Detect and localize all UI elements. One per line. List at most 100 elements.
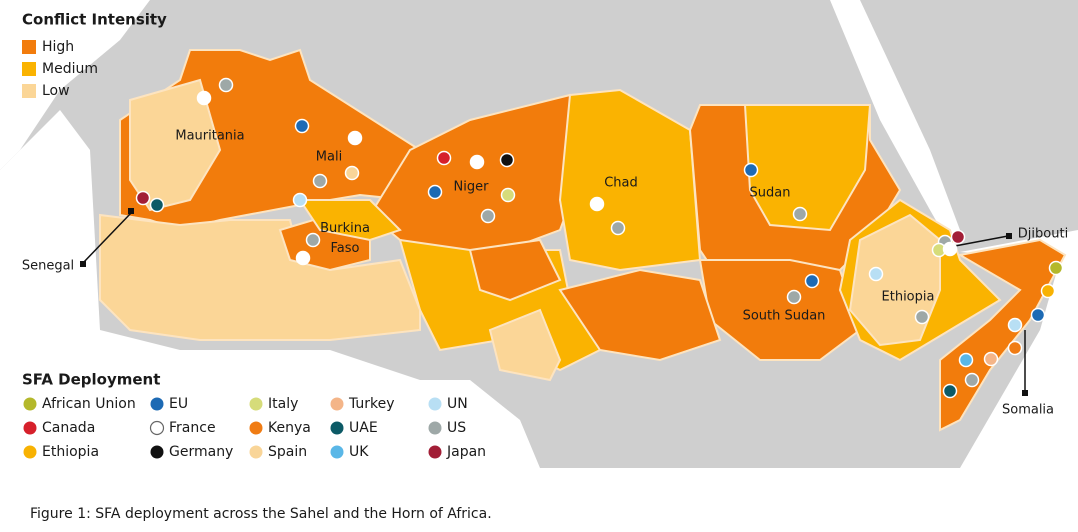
deployment-markers	[135, 77, 1064, 399]
country-label: Chad	[604, 176, 638, 191]
legend-marker	[249, 445, 263, 459]
country-label: South Sudan	[743, 309, 826, 324]
ocean	[0, 110, 540, 468]
legend-swatch	[22, 84, 36, 98]
deployment-marker	[958, 352, 974, 368]
legend-swatch	[22, 40, 36, 54]
country-label: Somalia	[1002, 403, 1054, 418]
regions	[99, 48, 1067, 432]
deployment-marker	[1007, 340, 1023, 356]
legend-marker	[249, 397, 263, 411]
legend-label: UAE	[349, 420, 378, 436]
deployment-marker	[792, 206, 808, 222]
legend-label: Japan	[446, 444, 486, 460]
leader-lines	[81, 211, 1026, 392]
legend-marker	[23, 397, 37, 411]
country-label: Mauritania	[175, 129, 244, 144]
deployment-marker	[786, 289, 802, 305]
legend-marker	[330, 421, 344, 435]
leader-line	[954, 235, 1009, 247]
legend-swatch	[22, 62, 36, 76]
legend-marker	[330, 445, 344, 459]
legend-marker	[249, 421, 263, 435]
deployment-marker	[983, 351, 999, 367]
deployment-marker	[149, 197, 165, 213]
deployment-marker	[305, 232, 321, 248]
region-medium	[743, 104, 872, 232]
deployment-marker	[427, 184, 443, 200]
legend-marker	[428, 397, 442, 411]
deployment-marker	[589, 196, 605, 212]
deployment-marker	[1007, 317, 1023, 333]
legend-label: EU	[169, 396, 188, 412]
region-low	[488, 308, 562, 382]
map-labels: Mauritania Mali Niger Chad Sudan Burkina Faso S…	[22, 129, 1068, 418]
region-medium	[298, 199, 402, 242]
region-high	[558, 268, 722, 362]
deployment-marker	[294, 118, 310, 134]
country-label: Burkina Faso	[320, 221, 370, 256]
legend-marker	[330, 397, 344, 411]
country-label: Senegal	[22, 259, 74, 274]
leader-end	[80, 261, 86, 267]
deployment-marker	[914, 309, 930, 325]
legend-label: France	[169, 420, 216, 436]
legend-label: Ethiopia	[42, 444, 99, 460]
country-label: Djibouti	[1018, 227, 1068, 242]
legend-label: Spain	[268, 444, 307, 460]
legend-marker	[428, 421, 442, 435]
deployment-marker	[942, 383, 958, 399]
region-high	[468, 238, 562, 302]
deployment-marker	[964, 372, 980, 388]
deployment-marker	[1030, 307, 1046, 323]
legend-label: African Union	[42, 396, 136, 412]
leader-ends	[80, 208, 1028, 396]
deployment-marker	[295, 250, 311, 266]
ocean	[960, 230, 1078, 468]
legend-label: UK	[349, 444, 369, 460]
deployment-marker	[950, 229, 966, 245]
leader-end	[1022, 390, 1028, 396]
deployment-marker	[1048, 260, 1064, 276]
legend-label: Kenya	[268, 420, 311, 436]
caption: Figure 1: SFA deployment across the Sahe…	[30, 506, 492, 522]
country-label: Niger	[454, 180, 490, 195]
deployment-marker	[610, 220, 626, 236]
deployment-marker	[499, 152, 515, 168]
leader-end	[1006, 233, 1012, 239]
legend-label: Medium	[42, 61, 98, 77]
deployment-marker	[135, 190, 151, 206]
deployment-marker	[804, 273, 820, 289]
deployment-marker	[500, 187, 516, 203]
legend: Conflict Intensity High Medium Low SFA Deplo…	[22, 11, 486, 460]
deployment-marker	[469, 154, 485, 170]
deployment-marker	[868, 266, 884, 282]
legend-label: Canada	[42, 420, 95, 436]
legend-marker	[428, 445, 442, 459]
sea	[830, 0, 960, 245]
region-medium	[558, 88, 702, 272]
deployment-marker	[743, 162, 759, 178]
country-label: Mali	[316, 150, 342, 165]
deployment-marker	[196, 90, 212, 106]
deployment-marker	[218, 77, 234, 93]
region-high	[698, 259, 862, 361]
legend-title: SFA Deployment	[22, 371, 160, 389]
legend-label: Low	[42, 83, 70, 99]
legend-label: High	[42, 39, 74, 55]
deployment-marker	[344, 165, 360, 181]
legend-marker	[150, 445, 164, 459]
country-label: Sudan	[750, 186, 791, 201]
leader-line	[81, 211, 133, 265]
deployment-marker	[312, 173, 328, 189]
legend-marker	[149, 420, 165, 436]
region-low	[129, 78, 222, 212]
legend-marker	[23, 421, 37, 435]
deployment-marker	[292, 192, 308, 208]
legend-label: Germany	[169, 444, 233, 460]
legend-label: Italy	[268, 396, 298, 412]
legend-title: Conflict Intensity	[22, 11, 167, 29]
deployment-marker	[480, 208, 496, 224]
